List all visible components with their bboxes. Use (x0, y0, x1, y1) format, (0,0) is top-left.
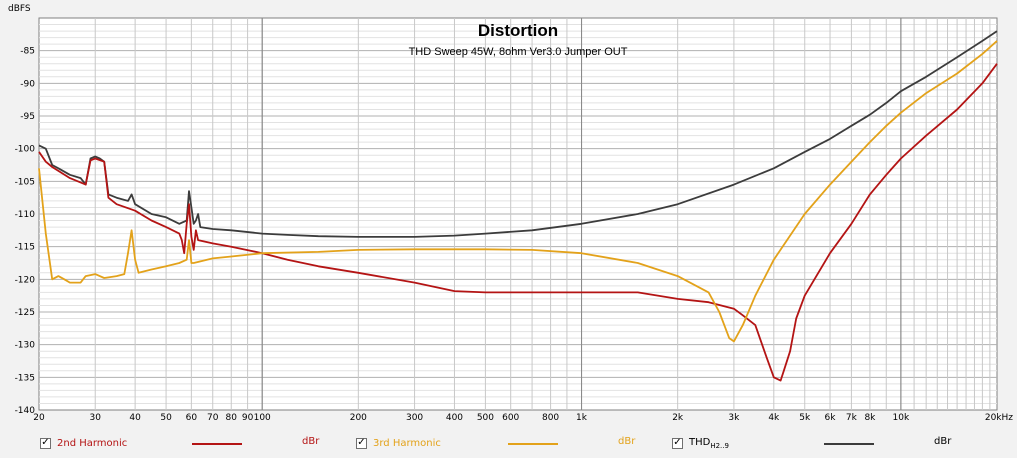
x-tick-label: 80 (226, 413, 238, 423)
legend-label-thd-sub: H2..9 (710, 441, 729, 450)
x-tick-label: 30 (90, 413, 102, 423)
grid-lines (39, 18, 997, 410)
x-tick-label: 300 (406, 413, 423, 423)
x-tick-label: 20kHz (985, 413, 1013, 423)
x-tick-label: 5k (799, 413, 811, 423)
x-tick-label: 400 (446, 413, 463, 423)
legend-label-2nd-harmonic: 2nd Harmonic (57, 437, 128, 449)
x-tick-label: 6k (825, 413, 837, 423)
y-tick-label: -85 (20, 47, 35, 57)
y-tick-label: -140 (15, 406, 36, 416)
y-tick-label: -130 (15, 341, 36, 351)
x-tick-label: 7k (846, 413, 858, 423)
legend-swatch-3rd-harmonic (508, 443, 558, 445)
y-tick-label: -100 (15, 145, 36, 155)
series-lines (38, 30, 998, 382)
y-tick-label: -115 (15, 243, 35, 253)
x-tick-label: 50 (160, 413, 172, 423)
y-tick-label: -110 (15, 210, 36, 220)
x-tick-label: 200 (350, 413, 367, 423)
y-axis-label: dBFS (8, 4, 31, 14)
legend-unit-thd: dBr (934, 436, 952, 447)
x-tick-label: 3k (728, 413, 740, 423)
chart-subtitle: THD Sweep 45W, 8ohm Ver3.0 Jumper OUT (409, 46, 628, 58)
checkbox-3rd-harmonic[interactable]: ✓ (356, 437, 367, 449)
x-tick-label: 20 (33, 413, 45, 423)
x-tick-label: 90 (242, 413, 254, 423)
x-tick-label: 8k (864, 413, 876, 423)
legend-unit-3rd-harmonic: dBr (618, 436, 636, 447)
legend-item-3rd-harmonic[interactable]: ✓ 3rd Harmonic (356, 432, 441, 454)
y-tick-label: -125 (15, 308, 35, 318)
distortion-chart: -85 -90 -95 -100 -105 -110 -115 -120 -125 -130 -13… (8, 4, 1013, 423)
legend-item-2nd-harmonic[interactable]: ✓ 2nd Harmonic (40, 432, 127, 454)
x-tick-label: 600 (502, 413, 519, 423)
x-tick-label: 40 (129, 413, 141, 423)
legend-swatch-2nd-harmonic (192, 443, 242, 445)
x-tick-label: 70 (207, 413, 219, 423)
series-line-3rd-harmonic (38, 40, 998, 343)
legend-item-thd[interactable]: ✓ THDH2..9 (672, 432, 729, 454)
chart-title: Distortion (478, 21, 558, 40)
y-tick-label: -105 (15, 177, 35, 187)
y-axis-ticks: -85 -90 -95 -100 -105 -110 -115 -120 -125 -130 -13… (15, 47, 36, 416)
y-tick-label: -135 (15, 373, 35, 383)
x-tick-label: 4k (768, 413, 780, 423)
x-tick-label: 10k (893, 413, 910, 423)
legend-label-thd-text: THD (689, 436, 711, 448)
x-tick-label: 1k (576, 413, 588, 423)
x-tick-label: 800 (542, 413, 559, 423)
x-tick-label: 2k (672, 413, 684, 423)
series-line-thd (38, 30, 998, 238)
legend-label-thd: THDH2..9 (689, 437, 729, 450)
x-axis-ticks: 20 30 40 50 60 70 80 90 100 200 300 400 500 600 800 1k 2… (33, 413, 1013, 423)
checkbox-2nd-harmonic[interactable]: ✓ (40, 437, 51, 449)
y-tick-label: -95 (20, 112, 35, 122)
checkbox-thd[interactable]: ✓ (672, 437, 683, 449)
x-tick-label: 60 (186, 413, 198, 423)
x-tick-label: 100 (254, 413, 271, 423)
x-tick-label: 500 (477, 413, 494, 423)
legend-unit-2nd-harmonic: dBr (302, 436, 320, 447)
legend-label-3rd-harmonic: 3rd Harmonic (373, 437, 441, 449)
y-tick-label: -90 (20, 79, 35, 89)
series-line-2nd-harmonic (38, 63, 998, 382)
legend-swatch-thd (824, 443, 874, 445)
y-tick-label: -120 (15, 275, 36, 285)
